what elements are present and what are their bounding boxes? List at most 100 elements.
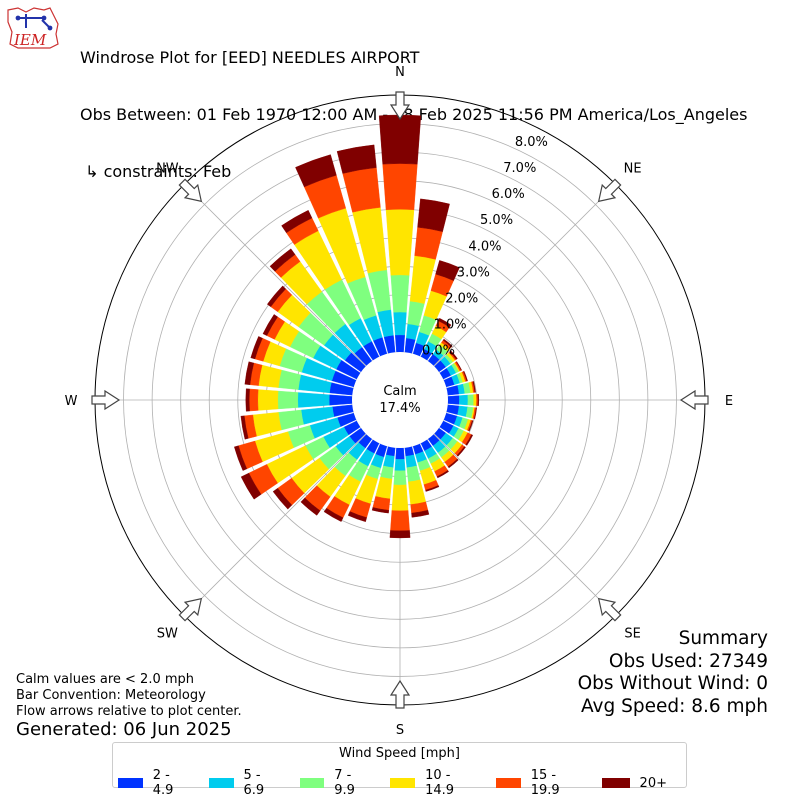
windrose-bar-segment (393, 311, 407, 336)
summary-box: Summary Obs Used: 27349 Obs Without Wind… (578, 628, 768, 718)
windrose-bar-segment (380, 465, 394, 480)
legend-label: 20+ (639, 775, 667, 791)
windrose-bar-segment (258, 364, 282, 388)
windrose-bar-segment (234, 445, 248, 471)
summary-avg-speed: Avg Speed: 8.6 mph (580, 695, 768, 717)
windrose-bar-segment (395, 334, 405, 353)
windrose-bar-segment (467, 394, 474, 406)
radial-tick-label: 8.0% (515, 135, 548, 150)
windrose-bar-segment (281, 209, 313, 234)
summary-obs-used: Obs Used: 27349 (608, 650, 768, 672)
legend-title: Wind Speed [mph] (339, 746, 460, 761)
flow-arrows (91, 91, 709, 709)
windrose-bar-segment (328, 394, 353, 406)
windrose-bar-segment (391, 484, 409, 512)
legend-swatch (118, 778, 143, 788)
windrose-bar-segment (411, 509, 430, 518)
windrose-bar-segment (240, 472, 262, 500)
windrose-bar-segment (463, 370, 468, 382)
windrose-bar-segment (468, 420, 474, 432)
windrose-bar-segment (244, 361, 255, 385)
legend-swatch (208, 778, 234, 788)
windrose-bar-segment (278, 409, 304, 431)
direction-label: NW (156, 161, 179, 176)
windrose-bar-segment (278, 369, 302, 390)
logo-text: IEM (13, 31, 47, 49)
windrose-bar-segment (472, 381, 476, 393)
windrose-bar-segment (435, 260, 460, 281)
windrose-bar-segment (393, 470, 407, 486)
windrose-bar-segment (417, 198, 450, 232)
legend-label: 7 - 9.9 (334, 768, 355, 798)
windrose-bar-segment (459, 394, 469, 406)
windrose-bar-segment (446, 385, 460, 396)
windrose-bar-segment (277, 390, 299, 410)
windrose-bar-segment (406, 323, 420, 340)
calm-label: Calm (383, 384, 416, 399)
legend-swatch (299, 778, 325, 788)
windrose-bar-segment (395, 447, 405, 460)
windrose-bar-segment (414, 227, 443, 260)
radial-ticks: 0.0% 1.0% 2.0% 3.0% 4.0% 5.0% 6.0% 7.0% 8.0% (422, 135, 548, 359)
title-line-1: Windrose Plot for [EED] NEEDLES AIRPORT (80, 48, 420, 67)
windrose-bar-segment (390, 274, 410, 313)
direction-label: W (65, 394, 78, 409)
windrose-bar-segment (269, 248, 296, 272)
flow-arrow-icon (178, 178, 203, 203)
radial-tick-label: 3.0% (457, 265, 490, 280)
legend-swatch (601, 778, 630, 788)
windrose-bar-segment (385, 446, 396, 457)
legend-label: 5 - 6.9 (243, 768, 265, 798)
radial-tick-label: 7.0% (503, 161, 536, 176)
radial-tick-label: 1.0% (434, 318, 467, 333)
legend-item: 7 - 9.9 (299, 768, 372, 798)
windrose-bar-segment (336, 144, 377, 174)
windrose-bar-segment (272, 487, 293, 510)
flow-arrow-icon (389, 91, 411, 121)
radial-tick-label: 6.0% (492, 187, 525, 202)
windrose-bar-segment (382, 163, 418, 210)
calm-note: Calm values are < 2.0 mph (16, 672, 195, 687)
windrose-bar-segment (438, 317, 452, 328)
windrose-bar-segment (405, 454, 417, 468)
windrose-bar-segment (473, 394, 477, 406)
radial-tick-label: 4.0% (468, 239, 501, 254)
grid-spoke (184, 184, 367, 367)
direction-label: NE (624, 161, 642, 176)
windrose-bar-segment (383, 454, 395, 468)
legend-item: 10 - 14.9 (390, 768, 477, 798)
windrose-bar-segment (473, 407, 477, 420)
windrose-bar-segment (252, 412, 282, 437)
windrose-bar-segment (249, 388, 259, 412)
flow-arrow-note: Flow arrows relative to plot center. (16, 704, 242, 719)
calm-circle (352, 352, 448, 448)
windrose-bar-segment (447, 458, 459, 469)
windrose-bar-segment (262, 314, 278, 336)
windrose-bar-segment (257, 389, 279, 411)
title-line-3: ↳ constraints: Feb (80, 162, 232, 181)
summary-title: Summary (678, 628, 768, 649)
legend-label: 2 - 4.9 (152, 768, 174, 798)
title-line-2: Obs Between: 01 Feb 1970 12:00 AM - 28 F… (80, 105, 748, 124)
radial-tick-label: 2.0% (445, 291, 478, 306)
direction-label: SW (157, 627, 178, 642)
grid-spoke (433, 433, 616, 616)
legend-label: 10 - 14.9 (425, 768, 455, 798)
radial-tick-label: 0.0% (422, 344, 455, 359)
grid-spoke (433, 184, 616, 367)
grid-spoke (184, 433, 367, 616)
flow-arrow-icon (679, 389, 709, 411)
summary-obs-without-wind: Obs Without Wind: 0 (577, 673, 768, 694)
flow-arrow-icon (389, 679, 411, 709)
chart-title: Windrose Plot for [EED] NEEDLES AIRPORT … (80, 10, 747, 200)
windrose-bar-segment (408, 479, 427, 505)
windrose-bar-segment (394, 459, 406, 472)
flow-arrow-icon (597, 597, 622, 622)
windrose-bar-segment (342, 167, 381, 213)
windrose-bar-segment (295, 154, 337, 188)
legend-items: 2 - 4.9 5 - 6.9 7 - 9.9 10 - 14.9 15 - 19.9 2… (113, 768, 686, 798)
windrose-bar-segment (404, 446, 415, 457)
flow-arrow-icon (597, 178, 622, 203)
windrose-bar-segment (465, 434, 474, 446)
